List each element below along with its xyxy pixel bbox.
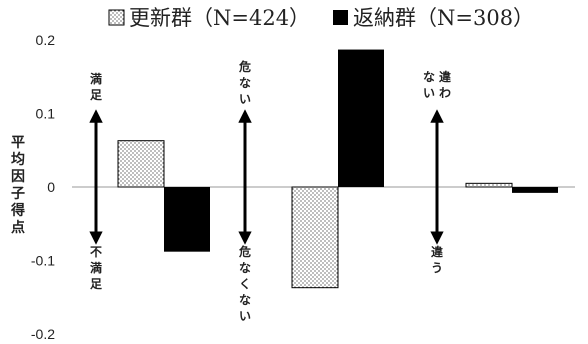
bar-series-0-group-0 (117, 140, 165, 188)
legend-label-series-0: 更新群（N=424） (129, 6, 310, 30)
legend-label-series-1: 返納群（N=308） (353, 6, 534, 30)
legend-swatch-series-0 (108, 9, 125, 26)
legend-item-series-1: 返納群（N=308） (333, 6, 534, 30)
legend: 更新群（N=424） 返納群（N=308） (108, 6, 534, 30)
y-tick-label: -0.2 (31, 326, 55, 342)
bar-series-1-group-0 (164, 187, 210, 252)
factor-top-label-1: 危ない (238, 59, 251, 106)
factor-top-label-0: 満足 (90, 71, 102, 102)
factor-top-label-2: 違わ (439, 69, 451, 100)
y-axis-ticks: 0.2 0.1 0 -0.1 -0.2 (31, 32, 55, 342)
y-tick-label: 0 (47, 179, 55, 195)
factor-bottom-label-1: 危なくない (238, 244, 251, 323)
bar-series-1-group-2 (512, 187, 558, 193)
factor-bottom-label-2: 違う (431, 244, 443, 275)
bar-series-0-group-1 (291, 186, 339, 289)
factor-top-label-2-cont: ない (423, 70, 435, 100)
y-tick-label: 0.2 (36, 32, 56, 48)
bar-series-1-group-1 (338, 49, 384, 188)
y-tick-label: -0.1 (31, 253, 55, 269)
bar-series-0-group-2 (465, 182, 513, 188)
y-axis-title: 平均因子得点 (10, 135, 25, 236)
bars (117, 49, 558, 289)
factor-bottom-label-0: 不満足 (90, 245, 102, 291)
legend-swatch-series-1 (333, 10, 348, 25)
y-tick-label: 0.1 (36, 106, 56, 122)
legend-item-series-0: 更新群（N=424） (108, 6, 310, 30)
